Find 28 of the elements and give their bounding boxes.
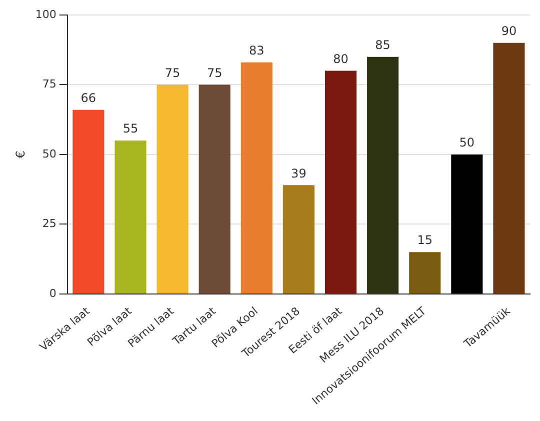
y-tick-label: 100 bbox=[35, 8, 56, 21]
data-label: 66 bbox=[80, 90, 96, 105]
bar bbox=[156, 84, 188, 294]
data-label: 15 bbox=[417, 233, 433, 248]
y-tick-label: 0 bbox=[49, 286, 56, 300]
y-axis-title: € bbox=[13, 150, 28, 158]
y-tick-label: 25 bbox=[42, 217, 56, 230]
bar bbox=[367, 56, 399, 294]
data-label: 80 bbox=[333, 52, 348, 66]
bar bbox=[282, 185, 314, 294]
data-label: 55 bbox=[122, 122, 138, 136]
data-label: 83 bbox=[249, 44, 264, 58]
bar bbox=[72, 110, 104, 294]
bar bbox=[240, 62, 272, 294]
data-label: 85 bbox=[375, 38, 390, 52]
bar bbox=[114, 140, 146, 294]
bar bbox=[324, 70, 357, 294]
data-label: 75 bbox=[164, 66, 180, 80]
data-label: 39 bbox=[291, 166, 306, 180]
data-label: 90 bbox=[501, 24, 517, 38]
data-label: 50 bbox=[459, 136, 475, 150]
bar bbox=[493, 42, 525, 294]
bar bbox=[198, 84, 230, 294]
bar bbox=[451, 154, 483, 294]
data-label: 75 bbox=[206, 66, 222, 80]
y-tick-label: 50 bbox=[42, 147, 56, 160]
y-tick-label: 75 bbox=[42, 78, 56, 91]
bar bbox=[409, 252, 441, 294]
